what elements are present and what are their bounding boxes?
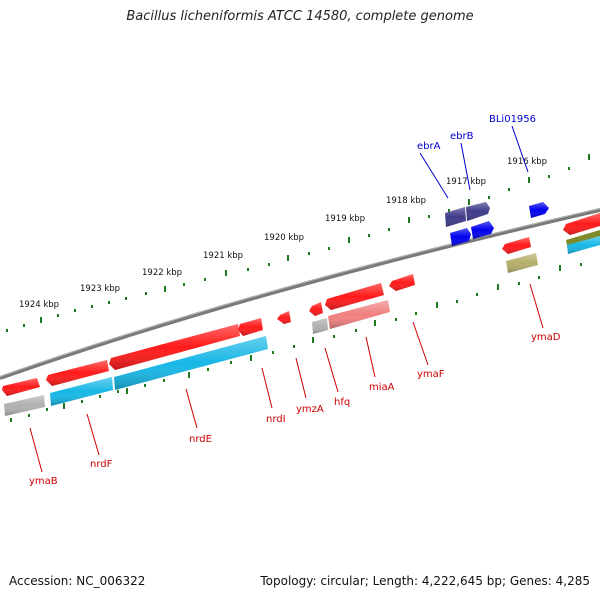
scale-label: 1916 kbp — [507, 157, 547, 167]
gene-label-nrdF[interactable]: nrdF — [90, 459, 113, 470]
gene-label-ymzA[interactable]: ymzA — [296, 404, 324, 415]
scale-label: 1917 kbp — [446, 177, 486, 187]
scale-label: 1924 kbp — [19, 300, 59, 310]
gene-labels: ebrA ebrB BLi01956 ymaB nrdF nrdE nrdI y… — [29, 114, 561, 487]
genome-backbone — [0, 208, 600, 380]
gene-label-nrdI[interactable]: nrdI — [266, 414, 286, 425]
forward-strand-features — [445, 202, 549, 246]
gene-label-ymaF[interactable]: ymaF — [417, 369, 445, 380]
label-leader-lines — [29, 125, 544, 473]
gene-label-ebrB[interactable]: ebrB — [450, 131, 474, 142]
gene-label-nrdE[interactable]: nrdE — [189, 434, 212, 445]
scale-label: 1921 kbp — [203, 251, 243, 261]
reverse-strand-features — [2, 213, 600, 416]
gene-label-miaA[interactable]: miaA — [369, 382, 395, 393]
gene-right-edge-olive-bar[interactable] — [566, 230, 600, 246]
genome-backbone-highlight — [0, 208, 600, 377]
map-title: Bacillus licheniformis ATCC 14580, compl… — [126, 9, 474, 24]
scale-label: 1918 kbp — [386, 196, 426, 206]
scale-label: 1922 kbp — [142, 268, 182, 278]
lower-tick-row — [10, 263, 582, 422]
scale-label: 1920 kbp — [264, 233, 304, 243]
topology-text: Topology: circular; Length: 4,222,645 bp… — [260, 574, 590, 588]
gene-label-BLi01956[interactable]: BLi01956 — [489, 114, 536, 125]
gene-label-ymaD[interactable]: ymaD — [531, 332, 561, 343]
gene-label-ebrA[interactable]: ebrA — [417, 141, 441, 152]
scale-label: 1923 kbp — [80, 284, 120, 294]
gene-label-hfq[interactable]: hfq — [334, 397, 350, 408]
gene-label-ymaB[interactable]: ymaB — [29, 476, 58, 487]
scale-labels: 1924 kbp 1923 kbp 1922 kbp 1921 kbp 1920… — [19, 157, 547, 310]
scale-label: 1919 kbp — [325, 214, 365, 224]
upper-tick-row — [6, 154, 590, 332]
accession-text: Accession: NC_006322 — [9, 574, 146, 588]
